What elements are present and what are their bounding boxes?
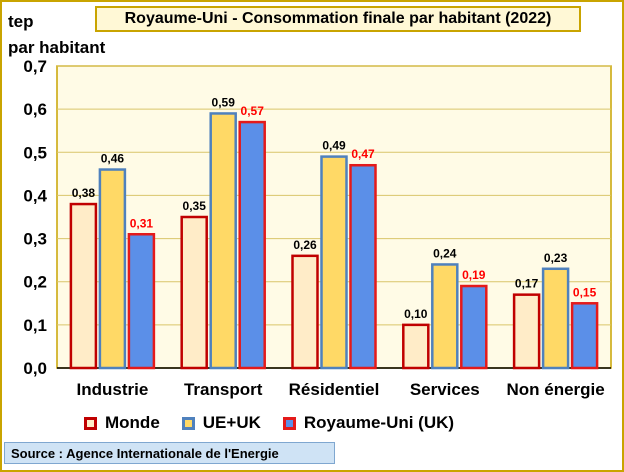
y-tick-label: 0,0: [23, 359, 47, 378]
y-tick-label: 0,4: [23, 186, 47, 205]
bar: [320, 155, 348, 370]
x-tick-label: Services: [410, 380, 480, 399]
y-tick-label: 0,7: [23, 57, 47, 76]
data-label: 0,59: [212, 95, 236, 109]
legend-swatch-monde: [84, 416, 97, 430]
bar: [349, 163, 377, 370]
legend-label-monde: Monde: [105, 413, 160, 432]
legend-swatch-ue-uk: [181, 416, 195, 430]
bar: [402, 323, 430, 370]
legend-item-uk: Royaume-Uni (UK): [282, 413, 455, 433]
legend-swatch-uk: [282, 416, 296, 430]
legend-label-ue-uk: UE+UK: [202, 413, 261, 432]
data-label: 0,35: [183, 199, 207, 213]
legend-item-ue-uk: UE+UK: [181, 413, 261, 433]
legend: Monde UE+UK Royaume-Uni (UK): [84, 410, 554, 436]
data-label: 0,17: [515, 277, 539, 291]
y-tick-label: 0,3: [23, 230, 47, 249]
bar: [98, 168, 127, 370]
data-label: 0,38: [72, 186, 96, 200]
chart-title: Royaume-Uni - Consommation finale par ha…: [95, 6, 581, 32]
legend-item-monde: Monde: [84, 413, 160, 433]
data-label: 0,46: [101, 152, 125, 166]
bar: [69, 202, 98, 370]
bar: [291, 254, 319, 370]
data-label: 0,19: [462, 268, 486, 282]
bar: [431, 263, 459, 370]
data-label: 0,49: [322, 139, 346, 153]
data-label: 0,47: [351, 147, 375, 161]
source-note: Source : Agence Internationale de l'Ener…: [4, 442, 335, 464]
bar: [127, 233, 156, 370]
bar: [180, 215, 208, 370]
data-label: 0,31: [130, 216, 154, 230]
x-tick-label: Transport: [184, 380, 263, 399]
y-tick-label: 0,6: [23, 100, 47, 119]
y-tick-label: 0,5: [23, 143, 47, 162]
y-unit-label-line1: tep: [8, 12, 34, 31]
x-tick-label: Industrie: [77, 380, 149, 399]
data-label: 0,23: [544, 251, 568, 265]
y-unit-label-line2: par habitant: [8, 38, 106, 57]
data-label: 0,24: [433, 246, 457, 260]
bar: [570, 302, 599, 370]
bar: [512, 293, 541, 370]
data-label: 0,15: [573, 285, 597, 299]
bar: [209, 112, 237, 370]
bar: [238, 120, 266, 370]
x-tick-label: Résidentiel: [289, 380, 380, 399]
data-label: 0,10: [404, 307, 428, 321]
bar: [541, 267, 570, 370]
data-label: 0,26: [293, 238, 317, 252]
bar: [460, 284, 488, 370]
y-tick-label: 0,1: [23, 316, 47, 335]
x-tick-label: Non énergie: [506, 380, 604, 399]
data-label: 0,57: [241, 104, 265, 118]
legend-label-uk: Royaume-Uni (UK): [303, 413, 455, 432]
y-tick-label: 0,2: [23, 273, 47, 292]
